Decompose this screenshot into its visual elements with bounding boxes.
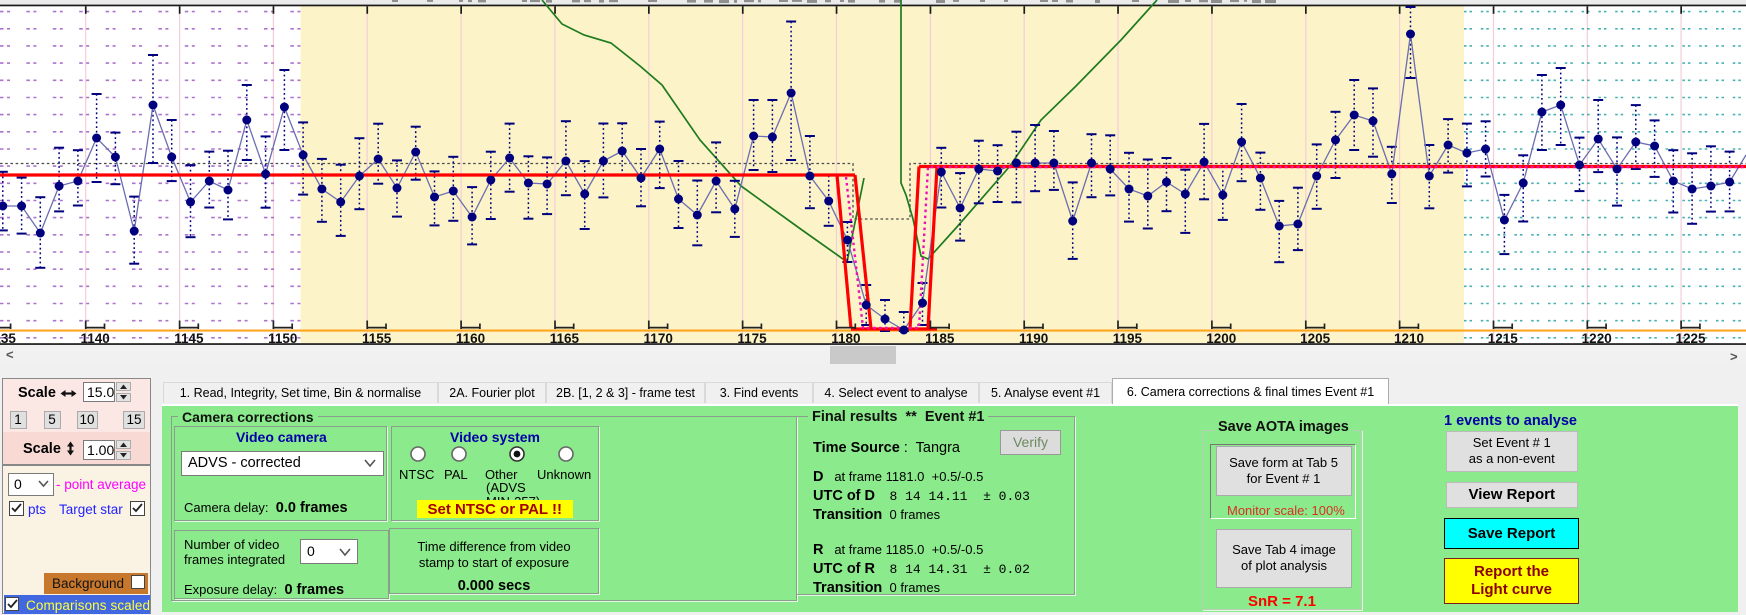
- svg-text:1155: 1155: [362, 331, 392, 345]
- svg-text:1195: 1195: [1113, 331, 1143, 345]
- svg-text:1220: 1220: [1582, 331, 1612, 345]
- svg-text:1145: 1145: [174, 331, 204, 345]
- svg-text:1140: 1140: [80, 331, 109, 345]
- svg-text:1180: 1180: [831, 331, 860, 345]
- svg-text:1190: 1190: [1019, 331, 1048, 345]
- svg-text:1185: 1185: [925, 331, 955, 345]
- svg-text:1160: 1160: [456, 331, 485, 345]
- svg-text:1215: 1215: [1488, 331, 1519, 345]
- svg-text:1150: 1150: [268, 331, 297, 345]
- svg-text:1175: 1175: [737, 331, 767, 345]
- svg-text:1225: 1225: [1675, 331, 1706, 345]
- svg-text:1205: 1205: [1300, 331, 1331, 345]
- svg-text:1170: 1170: [644, 331, 673, 345]
- svg-text:1135: 1135: [0, 331, 16, 345]
- svg-text:1210: 1210: [1394, 331, 1424, 345]
- svg-text:1165: 1165: [550, 331, 580, 345]
- svg-text:1200: 1200: [1206, 331, 1236, 345]
